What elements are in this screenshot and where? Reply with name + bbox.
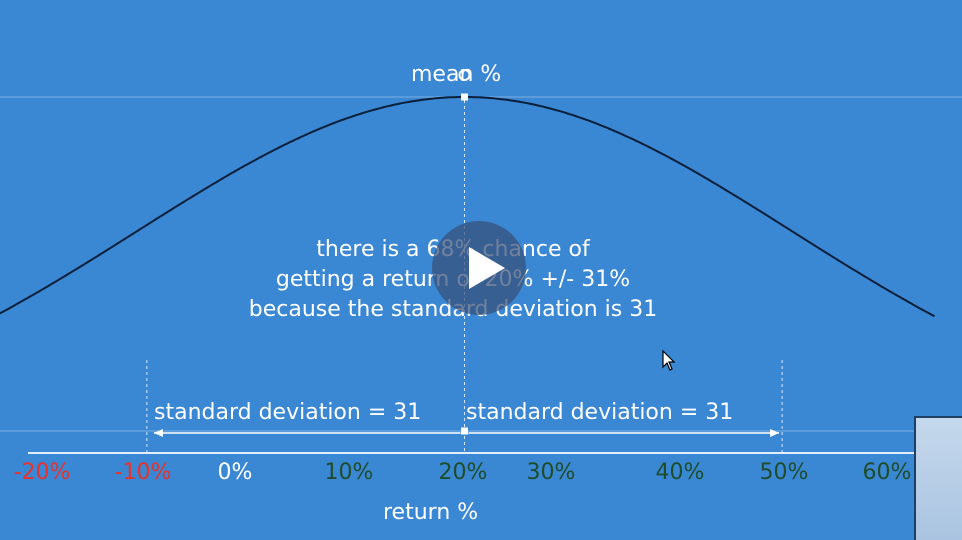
x-tick-label: 60% [862, 460, 912, 485]
sd-right-arrow [468, 429, 780, 437]
x-tick-label: 40% [655, 460, 705, 485]
sd-right-label: standard deviation = 31 [466, 400, 734, 425]
pointer-cursor-icon [662, 350, 676, 371]
x-tick-label: 0% [217, 460, 253, 485]
sd-left-arrow [153, 429, 461, 437]
x-tick-label: 30% [526, 460, 576, 485]
selection-handle-top[interactable] [461, 93, 468, 101]
x-axis-title: return % [383, 500, 479, 525]
play-icon [469, 247, 505, 289]
x-tick-label: -10% [114, 460, 172, 485]
x-tick-label: -20% [13, 460, 71, 485]
x-tick-label: 10% [324, 460, 374, 485]
x-tick-label: 20% [438, 460, 488, 485]
play-button[interactable] [432, 221, 526, 315]
x-tick-label: 50% [759, 460, 809, 485]
mean-label: mean % [411, 62, 502, 87]
selection-handle-middle[interactable] [461, 427, 468, 435]
rotate-handle-icon[interactable] [458, 69, 471, 81]
side-thumbnail-panel[interactable] [914, 416, 962, 540]
sd-left-label: standard deviation = 31 [154, 400, 422, 425]
